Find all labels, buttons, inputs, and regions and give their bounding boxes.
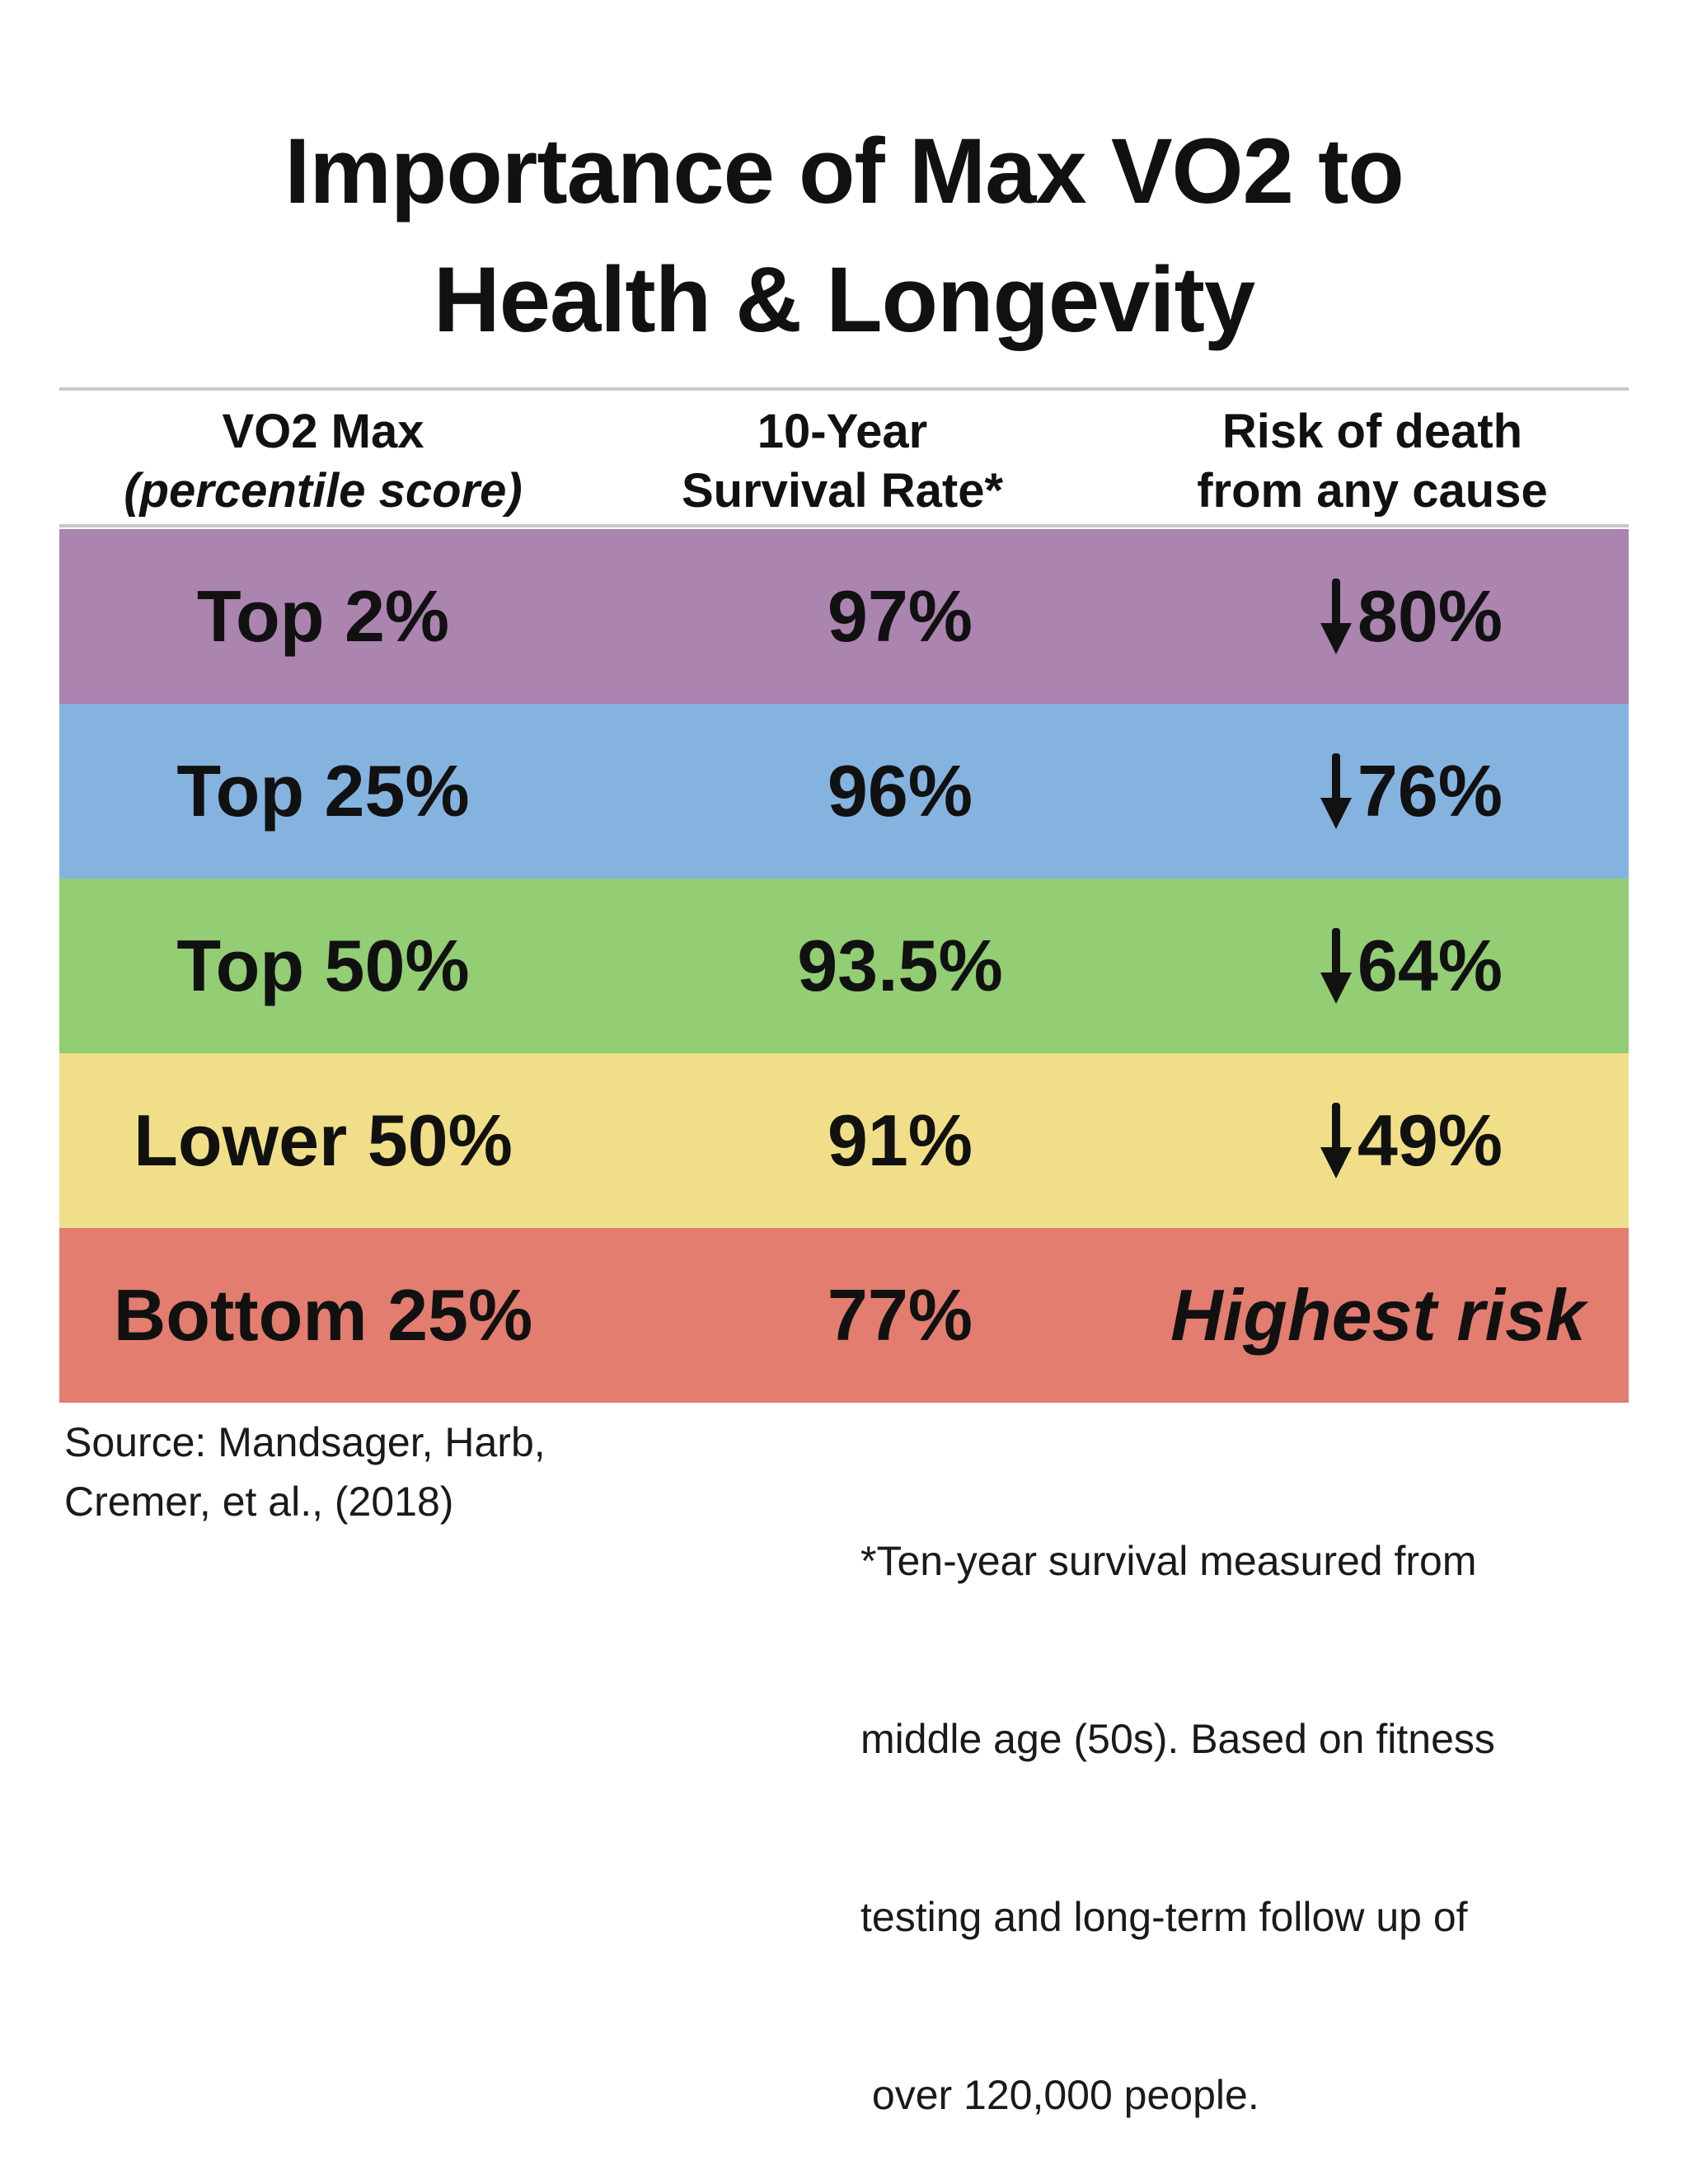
source-line: Source: Mandsager, Harb, <box>64 1419 546 1465</box>
header-top-rule <box>59 387 1629 391</box>
risk-reduction-text: 64% <box>1357 925 1503 1006</box>
footnote-line: middle age (50s). Based on fitness <box>860 1716 1495 1762</box>
table-row: Top 25% 96% 76% <box>59 704 1629 879</box>
table-row: Top 50% 93.5% 64% <box>59 879 1629 1053</box>
cell-survival-rate: 96% <box>827 750 973 832</box>
source-line: Cremer, et al., (2018) <box>64 1479 454 1525</box>
source-citation: Source: Mandsager, Harb, Cremer, et al.,… <box>64 1413 546 1531</box>
risk-reduction-text: 76% <box>1357 750 1503 832</box>
cell-survival-rate: 93.5% <box>797 925 1003 1006</box>
chart-title: Importance of Max VO2 to Health & Longev… <box>0 107 1688 364</box>
cell-percentile-group: Top 2% <box>196 575 450 657</box>
risk-value: 49% <box>1320 1099 1503 1183</box>
cell-risk-of-death: 49% <box>1189 1053 1634 1228</box>
down-arrow-icon <box>1320 753 1352 829</box>
cell-survival-rate: 91% <box>827 1099 973 1181</box>
column-header-vo2max: VO2 Max (percentile score) <box>59 402 587 521</box>
cell-risk-of-death: 64% <box>1189 879 1634 1053</box>
header-bottom-rule <box>59 524 1629 527</box>
data-table: Top 2% 97% 80% Top 25% 96% 76% Top 50% 93.5% 64%… <box>59 529 1629 1403</box>
footnote: *Ten-year survival measured from middle … <box>860 1413 1495 2184</box>
column-header-subtitle: from any cause <box>1197 464 1548 518</box>
cell-percentile-group: Top 50% <box>176 925 470 1006</box>
table-row: Lower 50% 91% 49% <box>59 1053 1629 1228</box>
risk-value: 76% <box>1320 749 1503 833</box>
column-header-risk: Risk of death from any cause <box>1109 402 1636 521</box>
title-line-1: Importance of Max VO2 to <box>284 120 1404 223</box>
risk-reduction-text: 80% <box>1357 575 1503 657</box>
risk-value: 80% <box>1320 574 1503 658</box>
cell-survival-rate: 77% <box>827 1274 973 1356</box>
column-header-subtitle: (percentile score) <box>124 464 523 518</box>
cell-survival-rate: 97% <box>827 575 973 657</box>
title-line-2: Health & Longevity <box>433 248 1255 351</box>
down-arrow-icon <box>1320 1103 1352 1179</box>
column-header-subtitle: Survival Rate* <box>681 464 1004 518</box>
table-row: Bottom 25% 77% Highest risk <box>59 1228 1629 1403</box>
footnote-line: *Ten-year survival measured from <box>860 1538 1477 1584</box>
down-arrow-icon <box>1320 579 1352 654</box>
cell-risk-of-death: 76% <box>1189 704 1634 879</box>
cell-percentile-group: Lower 50% <box>134 1099 513 1181</box>
table-row: Top 2% 97% 80% <box>59 529 1629 704</box>
cell-percentile-group: Top 25% <box>176 750 470 832</box>
risk-value: 64% <box>1320 924 1503 1008</box>
footnote-line: testing and long-term follow up of <box>860 1894 1468 1940</box>
risk-reduction-text: 49% <box>1357 1099 1503 1181</box>
column-header-title: Risk of death <box>1221 405 1523 458</box>
down-arrow-icon <box>1320 928 1352 1004</box>
footnote-line: over 120,000 people. <box>860 2072 1259 2118</box>
column-header-title: VO2 Max <box>222 405 424 458</box>
column-header-title: 10-Year <box>757 405 928 458</box>
column-header-survival: 10-Year Survival Rate* <box>579 402 1106 521</box>
cell-risk-of-death: 80% <box>1189 529 1634 704</box>
cell-risk-of-death: Highest risk <box>1170 1274 1586 1356</box>
cell-percentile-group: Bottom 25% <box>113 1274 533 1356</box>
